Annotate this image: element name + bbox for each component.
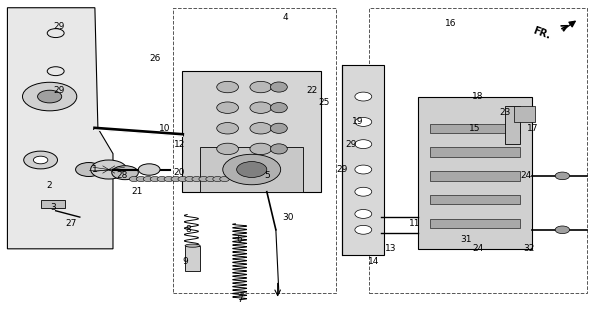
Circle shape [129,177,139,181]
Circle shape [355,187,371,196]
Bar [430,147,520,157]
Circle shape [250,81,271,93]
Text: 31: 31 [460,235,471,244]
Text: 6: 6 [237,235,242,244]
Circle shape [217,102,238,113]
Circle shape [76,163,102,177]
Circle shape [250,123,271,134]
Text: 16: 16 [445,19,456,28]
Circle shape [22,82,77,111]
Bar [430,219,520,228]
Ellipse shape [270,144,287,154]
Circle shape [223,154,281,185]
Circle shape [157,177,167,181]
Text: 12: 12 [174,140,185,148]
Text: 8: 8 [185,225,191,234]
Circle shape [199,177,208,181]
Ellipse shape [270,103,287,113]
Bar [41,200,65,208]
Circle shape [185,177,195,181]
Circle shape [250,143,271,155]
Circle shape [217,143,238,155]
Circle shape [355,210,371,218]
Text: 27: 27 [65,219,76,228]
Text: 4: 4 [282,13,288,22]
Polygon shape [342,65,384,255]
Text: FR.: FR. [531,25,551,41]
Circle shape [217,81,238,93]
Circle shape [220,177,230,181]
Polygon shape [201,147,303,192]
Text: 17: 17 [527,124,538,133]
Text: 14: 14 [368,257,379,266]
Text: 10: 10 [159,124,170,133]
Text: 29: 29 [345,140,357,148]
Text: 30: 30 [282,212,294,222]
Text: 20: 20 [174,168,185,177]
Text: 1: 1 [92,165,98,174]
Text: 11: 11 [409,219,421,228]
Text: 29: 29 [336,165,348,174]
Text: 9: 9 [182,257,188,266]
Text: 22: 22 [307,86,318,95]
Text: 3: 3 [50,203,56,212]
Circle shape [192,177,202,181]
Polygon shape [182,71,321,192]
Circle shape [164,177,174,181]
Ellipse shape [185,244,200,247]
Polygon shape [7,8,113,249]
Circle shape [143,177,153,181]
Circle shape [150,177,160,181]
Circle shape [206,177,216,181]
Circle shape [355,92,371,101]
Circle shape [355,225,371,234]
Ellipse shape [270,123,287,133]
Bar [430,195,520,204]
Circle shape [250,102,271,113]
Bar [505,106,520,144]
Text: 23: 23 [499,108,511,117]
Circle shape [217,123,238,134]
Circle shape [171,177,181,181]
Text: 29: 29 [53,22,64,31]
Circle shape [136,177,146,181]
Circle shape [355,165,371,174]
Circle shape [355,117,371,126]
Bar [185,246,201,271]
Text: 24: 24 [521,172,532,180]
Text: 7: 7 [237,295,242,304]
Text: 26: 26 [150,54,161,63]
Ellipse shape [270,82,287,92]
Text: 18: 18 [472,92,484,101]
Text: 15: 15 [469,124,481,133]
Text: 21: 21 [132,187,143,196]
Bar [430,124,520,133]
Text: 5: 5 [264,172,270,180]
Bar [430,171,520,180]
Polygon shape [418,97,532,249]
Circle shape [38,90,62,103]
Circle shape [91,160,127,179]
Circle shape [24,151,58,169]
Circle shape [112,166,138,180]
Bar [514,106,535,122]
Circle shape [33,156,48,164]
Text: 28: 28 [116,172,128,180]
Text: 32: 32 [524,244,535,253]
Circle shape [213,177,222,181]
Text: 2: 2 [47,181,53,190]
Circle shape [555,226,570,234]
Circle shape [138,164,160,175]
Text: 25: 25 [318,99,330,108]
Circle shape [355,140,371,148]
Text: 19: 19 [351,117,363,126]
Text: 24: 24 [472,244,484,253]
Circle shape [555,172,570,180]
Circle shape [237,162,267,178]
Text: 13: 13 [385,244,396,253]
Text: 29: 29 [53,86,64,95]
Circle shape [178,177,188,181]
